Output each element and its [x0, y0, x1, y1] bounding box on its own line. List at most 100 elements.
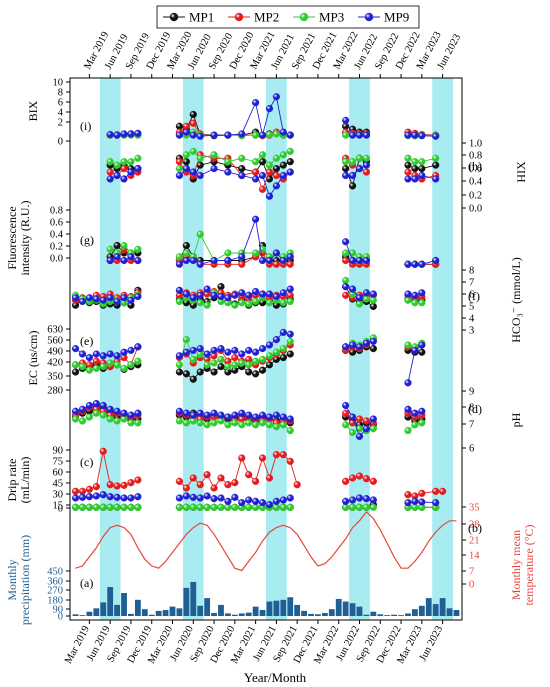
- ph-mp3-point: [245, 419, 253, 427]
- hix-mp3-point: [196, 154, 204, 162]
- bix-mp9-point: [342, 116, 350, 124]
- fluor-mp9-point: [272, 249, 280, 257]
- precipitation-bar: [162, 610, 169, 616]
- hix-mp3-point: [272, 154, 280, 162]
- precipitation-y-axis-label: Monthlyprecipitation (mm): [5, 535, 32, 625]
- drip-mp3-point: [245, 503, 253, 511]
- legend-label-mp1: MP1: [189, 10, 214, 25]
- legend: MP1 MP2 MP3 MP9: [156, 5, 420, 29]
- temperature-y-tick-label: 35: [469, 503, 480, 514]
- hix-mp9-point: [342, 171, 350, 180]
- ec-mp3-point: [127, 361, 135, 369]
- drip-mp9-point: [362, 495, 371, 503]
- ph-mp3-point: [342, 421, 350, 429]
- hix-mp3-point: [106, 158, 114, 166]
- ph-y-axis-label-line: pH: [509, 412, 523, 427]
- ph-mp9-point: [189, 411, 197, 419]
- hco3-y-tick-label: 4: [469, 314, 475, 325]
- ec-mp9-point: [252, 348, 260, 356]
- ec-mp9-point: [120, 348, 128, 356]
- hix-y-tick-label: 0.0: [469, 204, 482, 215]
- hix-mp3-point: [224, 158, 232, 166]
- hix-mp9-point: [258, 171, 267, 180]
- hco3-mp3-point: [238, 299, 246, 307]
- hix-mp3-point: [265, 161, 274, 169]
- ec-mp1-point: [71, 368, 80, 376]
- hix-mp1-point: [272, 165, 280, 173]
- fluor-y-axis-label: Fluorescenceintensity (R.U.): [5, 201, 32, 276]
- bix-mp9-point: [265, 104, 274, 113]
- bix-mp9-point: [258, 131, 267, 139]
- drip-y-axis-label-line: (mL/min): [18, 457, 32, 504]
- hco3-y-axis-label-line: HCO₃⁻ (mmol/L): [509, 257, 523, 343]
- hix-mp2-point: [362, 168, 371, 176]
- drip-mp2-point: [231, 479, 239, 487]
- ec-y-tick-label: 630: [47, 325, 63, 336]
- ec-mp9-point: [348, 341, 357, 349]
- precipitation-bar: [176, 608, 183, 616]
- drip-mp9-point: [432, 499, 440, 507]
- hix-mp3-point: [418, 158, 426, 166]
- drip-mp2-point: [92, 483, 100, 491]
- ec-mp1-point: [245, 368, 253, 376]
- drip-mp3-point: [175, 503, 184, 511]
- drip-mp9-point: [175, 494, 184, 502]
- hix-mp9-point: [175, 171, 184, 180]
- ph-mp3-point: [286, 427, 294, 435]
- precipitation-y-tick-label: 360: [47, 577, 63, 588]
- legend-label-mp3: MP3: [319, 10, 344, 25]
- drip-mp9-point: [252, 497, 260, 505]
- drip-mp3-point: [286, 503, 294, 511]
- hco3-mp9-point: [189, 294, 197, 302]
- drip-mp3-point: [203, 503, 211, 511]
- drip-mp2-point: [432, 487, 440, 495]
- drip-mp2-point: [203, 471, 211, 479]
- bix-y-axis-label: BIX: [26, 100, 40, 121]
- hco3-mp3-point: [203, 301, 211, 309]
- bix-y-tick-label: 10: [53, 78, 64, 89]
- drip-mp3-point: [85, 503, 93, 511]
- ph-mp3-point: [71, 415, 80, 423]
- drip-mp2-point: [293, 481, 301, 489]
- hix-mp9-point: [348, 171, 357, 180]
- hix-y-tick-label: 0.2: [469, 191, 482, 202]
- data-marks: [71, 93, 460, 616]
- hco3-mp3-point: [286, 297, 294, 306]
- drip-mp2-point: [217, 474, 225, 482]
- ph-mp3-point: [411, 421, 419, 429]
- hco3-mp2-point: [286, 291, 294, 299]
- ph-mp2-point: [362, 417, 371, 425]
- bix-y-tick-label: 8: [58, 88, 63, 99]
- hix-mp1-point: [258, 158, 267, 166]
- drip-mp2-point: [342, 477, 350, 485]
- hco3-mp9-point: [252, 287, 260, 296]
- hix-mp9-point: [279, 171, 287, 180]
- ec-mp3-point: [113, 361, 121, 369]
- ec-y-tick-label: 280: [47, 386, 63, 397]
- bix-mp9-point: [355, 131, 364, 139]
- bix-mp9-point: [106, 130, 114, 139]
- ph-mp3-point: [265, 421, 274, 429]
- drip-mp3-point: [342, 503, 350, 511]
- drip-mp9-point: [411, 497, 419, 505]
- fluor-mp9-point: [258, 256, 267, 265]
- bix-mp9-point: [272, 93, 280, 101]
- hco3-mp9-point: [362, 289, 371, 297]
- hco3-mp9-point: [127, 296, 135, 304]
- drip-mp3-point: [106, 503, 114, 511]
- ph-mp3-point: [279, 421, 287, 429]
- precipitation-bar: [453, 610, 460, 616]
- precipitation-panel-label: (a): [80, 576, 93, 590]
- ph-mp2-point: [355, 415, 364, 423]
- fluor-mp3-point: [106, 245, 114, 253]
- precipitation-y-tick-label: 270: [47, 586, 63, 597]
- hco3-mp9-point: [342, 283, 350, 291]
- hco3-mp9-point: [238, 289, 246, 297]
- drip-mp2-point: [106, 481, 114, 489]
- ec-mp1-point: [182, 370, 190, 378]
- drip-mp9-point: [106, 493, 114, 501]
- drip-mp9-point: [189, 493, 197, 501]
- ec-mp1-point: [217, 363, 225, 371]
- ec-mp3-point: [238, 359, 246, 367]
